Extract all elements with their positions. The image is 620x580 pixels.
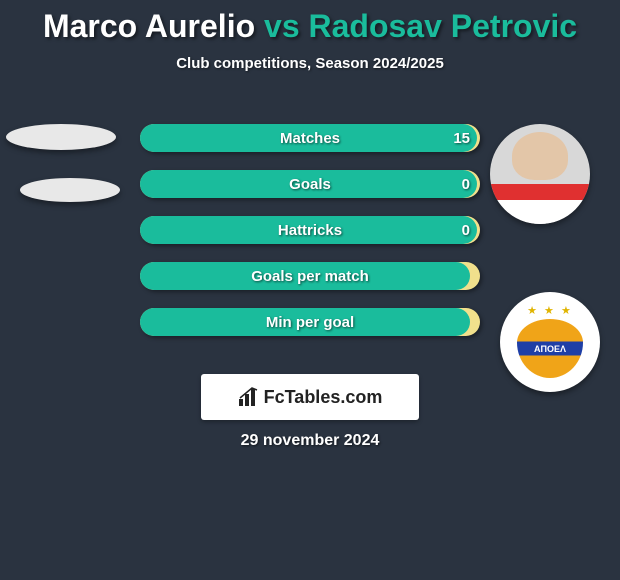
player2-face xyxy=(512,132,568,180)
branding-box: FcTables.com xyxy=(201,374,419,420)
badge-text: ΑΠΟΕΛ xyxy=(534,344,566,354)
player2-club-badge: ★ ★ ★ ΑΠΟΕΛ xyxy=(500,292,600,392)
stat-bars: Matches15Goals0Hattricks0Goals per match… xyxy=(140,124,480,354)
stat-bar-label: Min per goal xyxy=(140,308,480,336)
stat-bar-label: Goals xyxy=(140,170,480,198)
stat-bar: Hattricks0 xyxy=(140,216,480,244)
stat-bar: Goals0 xyxy=(140,170,480,198)
bar-chart-icon xyxy=(238,387,260,407)
comparison-title: Marco Aurelio vs Radosav Petrovic xyxy=(0,0,620,45)
stat-bar: Matches15 xyxy=(140,124,480,152)
player2-photo xyxy=(490,124,590,224)
player1-photo-placeholder xyxy=(6,124,116,150)
player1-club-placeholder xyxy=(20,178,120,202)
stat-bar-value-right: 0 xyxy=(462,216,470,244)
stat-bar: Goals per match xyxy=(140,262,480,290)
stat-bar-label: Goals per match xyxy=(140,262,480,290)
player2-name: Radosav Petrovic xyxy=(309,8,578,44)
stat-bar-label: Matches xyxy=(140,124,480,152)
player1-name: Marco Aurelio xyxy=(43,8,255,44)
stat-bar-value-right: 0 xyxy=(462,170,470,198)
branding-text: FcTables.com xyxy=(264,387,383,408)
date-text: 29 november 2024 xyxy=(0,432,620,450)
subtitle: Club competitions, Season 2024/2025 xyxy=(0,55,620,72)
vs-text: vs xyxy=(264,8,300,44)
stat-bar: Min per goal xyxy=(140,308,480,336)
stat-bar-value-right: 15 xyxy=(453,124,470,152)
badge-shield: ΑΠΟΕΛ xyxy=(517,319,583,378)
badge-stars: ★ ★ ★ xyxy=(527,306,573,317)
player2-jersey xyxy=(490,184,590,224)
stat-bar-label: Hattricks xyxy=(140,216,480,244)
